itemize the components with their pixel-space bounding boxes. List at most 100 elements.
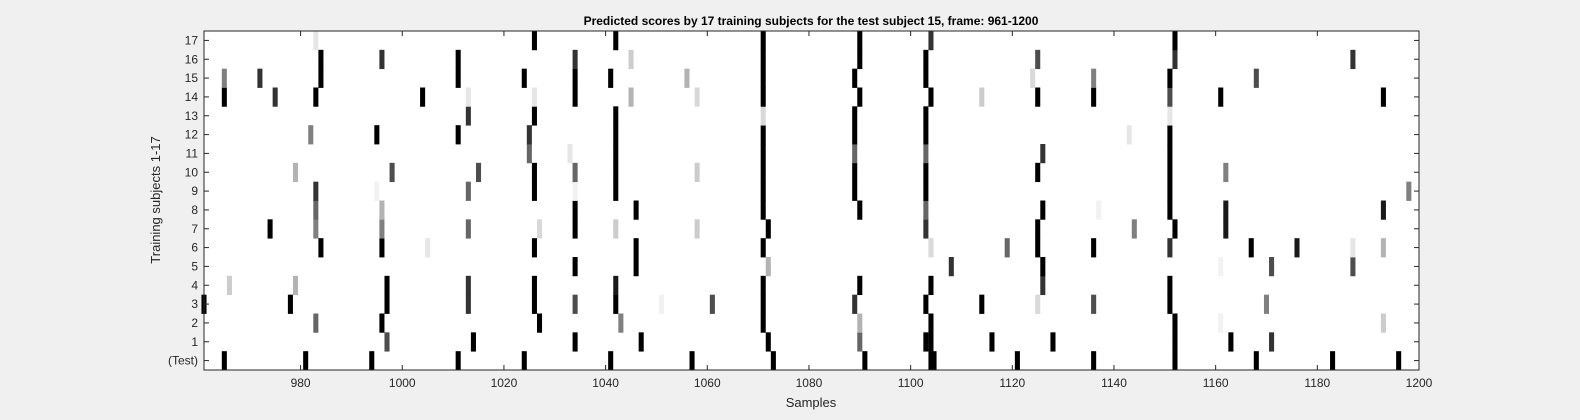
heatmap-cell [1223, 219, 1229, 239]
heatmap-cell [1172, 332, 1178, 352]
heatmap-cell [979, 294, 985, 314]
heatmap-cell [572, 68, 578, 88]
heatmap-cell [928, 31, 934, 51]
heatmap-cell [613, 219, 619, 239]
heatmap-cell [633, 238, 639, 258]
heatmap-cell [709, 294, 715, 314]
heatmap-cell [857, 332, 863, 352]
heatmap-cell [923, 294, 929, 314]
heatmap-cell [1167, 181, 1173, 201]
heatmap-cell [1380, 87, 1386, 107]
heatmap-cell [633, 200, 639, 220]
y-tick-label: 14 [185, 90, 199, 104]
heatmap-cell [572, 219, 578, 239]
heatmap-cell [765, 332, 771, 352]
heatmap-cell [1172, 31, 1178, 51]
heatmap-cell [1380, 200, 1386, 220]
heatmap-cell [470, 332, 476, 352]
heatmap-cell [221, 68, 227, 88]
heatmap-cell [521, 351, 527, 371]
heatmap-cell [613, 106, 619, 126]
heatmap-cell [928, 87, 934, 107]
heatmap-cell [857, 87, 863, 107]
y-tick-label: 12 [185, 128, 199, 142]
heatmap-cell [1050, 332, 1056, 352]
heatmap-cell [928, 351, 934, 371]
heatmap-cell [313, 200, 319, 220]
heatmap-cell [618, 313, 624, 333]
x-tick-label: 1040 [592, 376, 619, 390]
heatmap-cell [1167, 275, 1173, 296]
heatmap-cell [1263, 294, 1270, 314]
heatmap-cell [1035, 238, 1041, 258]
heatmap-cell [760, 313, 766, 333]
heatmap-cell [475, 162, 482, 183]
heatmap-cell [923, 106, 929, 126]
heatmap-cell [760, 31, 766, 51]
heatmap-cell [857, 31, 863, 51]
heatmap-cell [267, 219, 273, 239]
heatmap-cell [923, 125, 929, 145]
heatmap-cell [1167, 125, 1173, 145]
heatmap-cell [1330, 351, 1336, 371]
heatmap-cell [1035, 162, 1041, 183]
heatmap-cell [857, 49, 863, 70]
y-tick-label: 3 [191, 297, 198, 311]
heatmap-cell [613, 144, 619, 164]
heatmap-cell [760, 106, 766, 126]
heatmap-cell [465, 87, 471, 107]
heatmap-cell [531, 87, 537, 107]
heatmap-cell [572, 294, 578, 314]
heatmap-cell [572, 49, 578, 70]
heatmap-cell [226, 275, 232, 296]
x-tick-label: 1160 [1203, 376, 1229, 390]
heatmap-cell [1096, 200, 1102, 220]
heatmap-cell [1030, 68, 1036, 88]
heatmap-cell [1172, 313, 1178, 333]
y-tick-label: 10 [185, 165, 199, 179]
x-tick-label: 980 [291, 376, 311, 390]
x-tick-label: 1000 [389, 376, 416, 390]
y-tick-label: 15 [185, 71, 199, 85]
x-axis-label: Samples [786, 395, 837, 410]
heatmap-cell [765, 219, 771, 239]
heatmap-cell [384, 275, 390, 296]
heatmap-cell [628, 87, 634, 107]
heatmap-cell [694, 219, 700, 239]
heatmap-cell [221, 87, 227, 107]
y-tick-label: (Test) [168, 354, 198, 368]
heatmap-cell [287, 294, 293, 314]
heatmap-cell [257, 68, 263, 88]
heatmap-cell [1167, 294, 1173, 314]
heatmap-cell [318, 238, 324, 258]
heatmap-cell [608, 68, 614, 88]
heatmap-cell [613, 275, 619, 296]
heatmap-cell [1167, 144, 1173, 164]
heatmap-cell [313, 31, 319, 51]
heatmap-cell [536, 313, 543, 333]
heatmap-cell [465, 219, 471, 239]
heatmap-cell [455, 351, 461, 371]
plot-background [204, 31, 1419, 370]
axis-ticks: 980 1000 1020 1040 1060 1080 1100 1120 1140 1160 1… [168, 31, 1433, 390]
heatmap-cell [1218, 87, 1224, 107]
heatmap-cell [303, 351, 309, 371]
heatmap-cell [1035, 294, 1041, 314]
heatmap-cell [1406, 181, 1412, 201]
x-tick-label: 1200 [1406, 376, 1433, 390]
heatmap-cell [1035, 219, 1041, 239]
heatmap-cell [923, 49, 929, 70]
heatmap-cell [923, 144, 929, 164]
heatmap-cell [318, 68, 324, 88]
heatmap-cell [1248, 238, 1254, 258]
heatmap-cell [613, 294, 619, 314]
heatmap-cell [694, 162, 700, 183]
heatmap-cell [572, 257, 578, 277]
heatmap-cell [1091, 351, 1097, 371]
heatmap-cell [694, 87, 700, 107]
heatmap-cell [923, 219, 929, 239]
heatmap-cell [221, 351, 227, 371]
heatmap-cell [770, 351, 776, 371]
